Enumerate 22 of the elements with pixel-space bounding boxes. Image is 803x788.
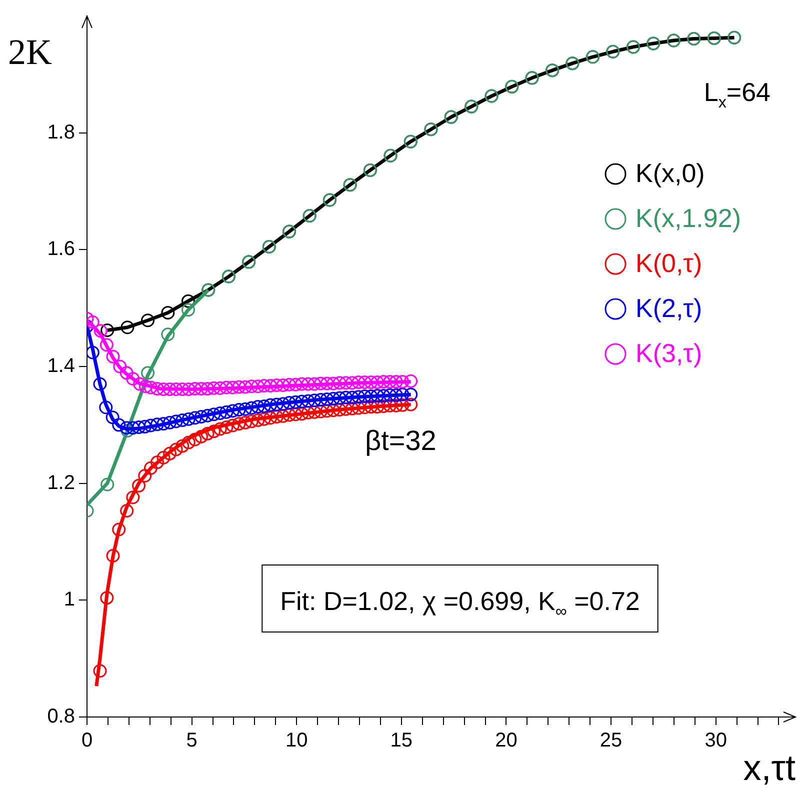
legend-label: K(0,τ) — [636, 248, 702, 278]
legend-label: K(3,τ) — [636, 338, 702, 368]
x-tick-label: 0 — [81, 730, 93, 752]
x-tick-label: 25 — [600, 730, 622, 752]
y-tick-label: 0.8 — [47, 706, 75, 728]
annotation: βt=32 — [365, 425, 436, 456]
annotation: Fit: D=1.02, χ =0.699, K∞ =0.72 — [280, 586, 640, 620]
y-tick-label: 1.8 — [47, 121, 75, 144]
legend-label: K(x,0) — [636, 158, 705, 188]
x-tick-label: 5 — [186, 730, 198, 752]
legend-label: K(x,1.92) — [636, 203, 741, 234]
y-tick-label: 1.4 — [47, 355, 75, 378]
x-tick-label: 10 — [285, 730, 308, 752]
y-tick-label: 1.6 — [47, 238, 75, 260]
x-tick-label: 30 — [704, 730, 727, 752]
y-tick-label: 1 — [64, 588, 75, 611]
x-tick-label: 20 — [495, 730, 518, 752]
x-axis-title: x,τt — [743, 747, 796, 788]
y-axis-title: 2K — [8, 32, 52, 72]
legend-label: K(2,τ) — [636, 293, 702, 324]
x-tick-label: 15 — [390, 730, 413, 752]
y-tick-label: 1.2 — [47, 472, 75, 494]
